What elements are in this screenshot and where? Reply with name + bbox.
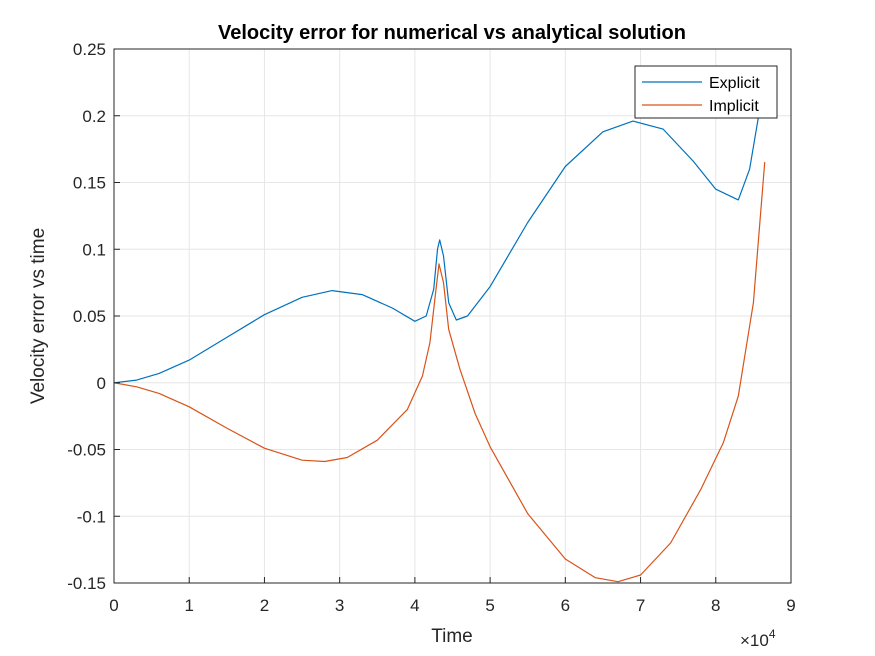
x-tick-label: 3 bbox=[335, 596, 344, 615]
x-tick-label: 8 bbox=[711, 596, 720, 615]
series-group bbox=[113, 101, 766, 583]
y-tick-label: -0.05 bbox=[67, 441, 106, 460]
y-tick-label: -0.1 bbox=[77, 507, 106, 526]
x-tick-label: 2 bbox=[260, 596, 269, 615]
tick-labels: 0 1 2 3 4 5 6 7 8 9 -0.15 -0.1 -0.05 0 0.05 0.1 0.15 0.2 0… bbox=[67, 40, 795, 615]
y-tick-label: 0.2 bbox=[82, 107, 106, 126]
y-tick-label: 0.15 bbox=[73, 174, 106, 193]
x-tick-label: 6 bbox=[561, 596, 570, 615]
x-tick-label: 0 bbox=[109, 596, 118, 615]
legend-label-implicit: Implicit bbox=[709, 98, 759, 115]
x-tick-label: 9 bbox=[786, 596, 795, 615]
legend-label-explicit: Explicit bbox=[709, 75, 760, 92]
y-tick-label: 0.1 bbox=[82, 240, 106, 259]
y-tick-label: 0.25 bbox=[73, 40, 106, 59]
ticks bbox=[113, 48, 792, 584]
x-axis-label: Time bbox=[431, 626, 473, 647]
x-tick-label: 4 bbox=[410, 596, 419, 615]
legend-box bbox=[634, 65, 778, 119]
y-tick-label: 0.05 bbox=[73, 307, 106, 326]
x-tick-label: 5 bbox=[485, 596, 494, 615]
x-tick-label: 1 bbox=[184, 596, 193, 615]
y-tick-label: -0.15 bbox=[67, 574, 106, 593]
x-exponent-label: ×104 bbox=[740, 627, 776, 650]
legend: Explicit Implicit bbox=[634, 65, 778, 119]
chart-title: Velocity error for numerical vs analytic… bbox=[218, 22, 686, 44]
x-exponent-power: 4 bbox=[769, 627, 776, 641]
series-line-explicit bbox=[113, 101, 762, 384]
x-exponent-base: ×10 bbox=[740, 631, 769, 650]
series-line-implicit bbox=[113, 161, 766, 583]
x-tick-label: 7 bbox=[636, 596, 645, 615]
y-tick-label: 0 bbox=[97, 374, 106, 393]
y-axis-label: Velocity error vs time bbox=[28, 228, 49, 404]
